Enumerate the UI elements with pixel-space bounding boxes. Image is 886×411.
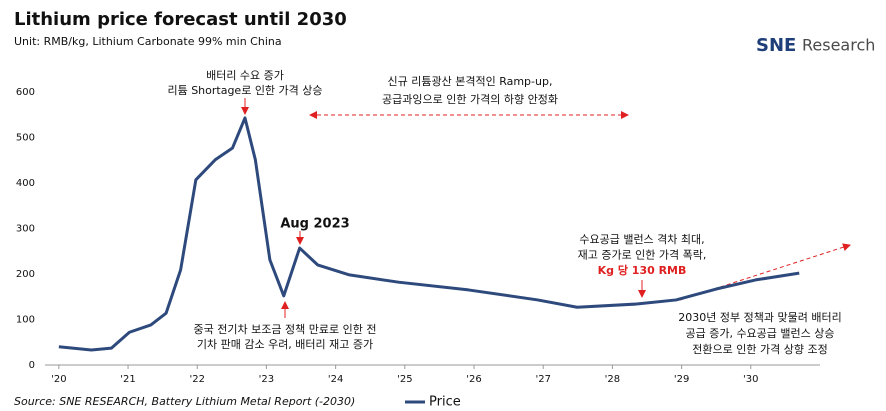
x-tick-label: '27 (535, 374, 550, 385)
y-tick-label: 400 (16, 178, 35, 189)
legend-label: Price (429, 395, 461, 410)
annotation: 재고 증가로 인한 가격 폭락, (578, 249, 707, 262)
source: Source: SNE RESEARCH, Battery Lithium Me… (14, 395, 355, 408)
annotation: 배터리 수요 증가 (206, 69, 284, 82)
y-tick-label: 500 (16, 133, 35, 144)
x-tick-label: '22 (189, 374, 204, 385)
chart-subtitle: Unit: RMB/kg, Lithium Carbonate 99% min … (14, 35, 282, 48)
y-tick-label: 600 (16, 87, 35, 98)
annotation-highlight: Kg 당 130 RMB (598, 263, 687, 277)
price-line (58, 116, 800, 352)
x-tick-label: '23 (259, 374, 274, 385)
annotation: 리튬 Shortage로 인한 가격 상승 (167, 84, 322, 97)
logo-text: Research (802, 36, 875, 55)
x-tick-label: '21 (120, 374, 135, 385)
x-tick-label: '20 (51, 374, 66, 385)
annotation: 신규 리튬광산 본격적인 Ramp-up, (388, 75, 553, 88)
annotation: 전환으로 인한 가격 상향 조정 (692, 343, 827, 356)
x-tick-label: '30 (743, 374, 758, 385)
chart-title: Lithium price forecast until 2030 (14, 9, 347, 30)
x-tick-label: '28 (605, 374, 620, 385)
annotation: 공급과잉으로 인한 가격의 하향 안정화 (382, 92, 558, 106)
x-tick-label: '24 (328, 374, 343, 385)
x-tick-label: '26 (466, 374, 481, 385)
y-tick-label: 300 (16, 224, 35, 235)
annotation: 기차 판매 감소 우려, 배터리 재고 증가 (197, 338, 373, 351)
logo-brand: SNE (756, 35, 796, 56)
annotation: 중국 전기차 보조금 정책 만료로 인한 전 (194, 323, 377, 336)
x-tick-label: '25 (397, 374, 412, 385)
x-tick-label: '29 (674, 374, 689, 385)
annotation: 수요공급 밸런스 격차 최대, (579, 233, 704, 246)
y-tick-label: 200 (16, 269, 35, 280)
annotation: 공급 증가, 수요공급 밸런스 상승 (685, 327, 834, 340)
y-tick-label: 100 (16, 315, 35, 326)
annotation: Aug 2023 (280, 217, 349, 232)
annotation: 2030년 정부 정책과 맞물려 배터리 (678, 311, 841, 324)
y-tick-label: 0 (29, 360, 35, 371)
